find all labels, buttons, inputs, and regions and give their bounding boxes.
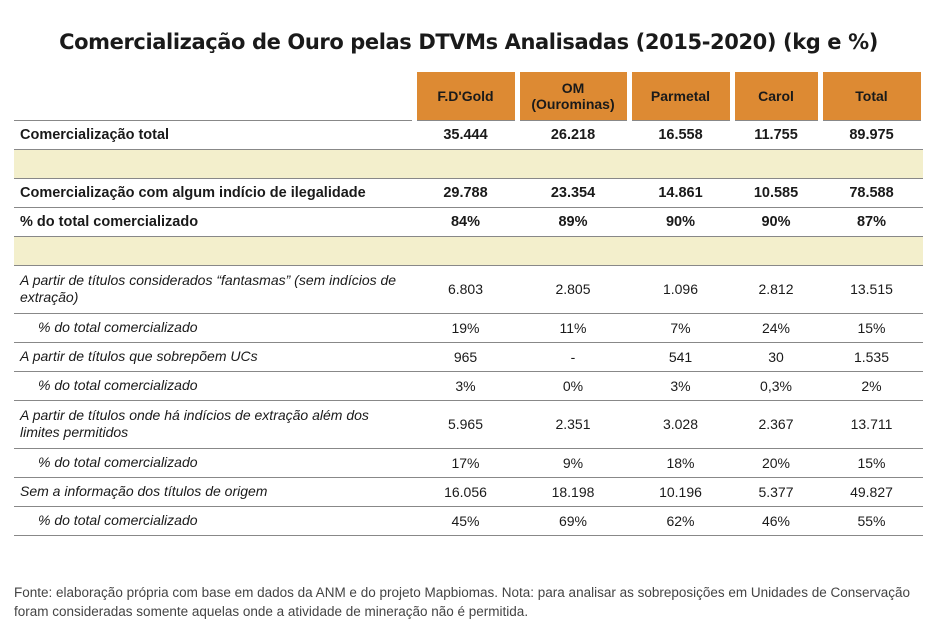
cell: 15%	[820, 313, 923, 343]
gold-trade-table: F.D'Gold OM (Ourominas) Parmetal Carol To…	[14, 72, 926, 536]
separator-row	[14, 236, 923, 266]
row-label: % do total comercializado	[14, 506, 414, 536]
cell: 3.028	[629, 400, 732, 449]
column-header-fdgold: F.D'Gold	[411, 72, 520, 121]
cell: 35.444	[414, 120, 517, 150]
cell: 2.351	[517, 400, 629, 449]
row-label: % do total comercializado	[14, 448, 414, 478]
cell: 10.196	[629, 477, 732, 507]
cell: 13.515	[820, 265, 923, 314]
cell: 11%	[517, 313, 629, 343]
header-row: F.D'Gold OM (Ourominas) Parmetal Carol To…	[14, 72, 926, 121]
table-row: % do total comercializado 19% 11% 7% 24%…	[14, 313, 923, 343]
cell: 16.558	[629, 120, 732, 150]
cell: 89%	[517, 207, 629, 237]
table-row: % do total comercializado 84% 89% 90% 90…	[14, 207, 923, 237]
table-row: Sem a informação dos títulos de origem 1…	[14, 477, 923, 507]
cell: 55%	[820, 506, 923, 536]
column-header-om: OM (Ourominas)	[514, 72, 632, 121]
cell: 0%	[517, 371, 629, 401]
cell: 3%	[414, 371, 517, 401]
cell: 0,3%	[732, 371, 820, 401]
column-header-parmetal: Parmetal	[626, 72, 735, 121]
row-label: Comercialização total	[14, 120, 414, 150]
cell: 965	[414, 342, 517, 372]
row-label: % do total comercializado	[14, 207, 414, 237]
row-label: A partir de títulos considerados “fantas…	[14, 265, 414, 314]
table-row: % do total comercializado 17% 9% 18% 20%…	[14, 448, 923, 478]
column-header-carol: Carol	[729, 72, 823, 121]
source-footnote: Fonte: elaboração própria com base em da…	[14, 585, 911, 619]
table-row: % do total comercializado 45% 69% 62% 46…	[14, 506, 923, 536]
cell: 1.096	[629, 265, 732, 314]
cell: 87%	[820, 207, 923, 237]
cell: 10.585	[732, 178, 820, 208]
cell: 78.588	[820, 178, 923, 208]
cell: -	[517, 342, 629, 372]
table-title: Comercialização de Ouro pelas DTVMs Anal…	[59, 30, 878, 54]
cell: 5.965	[414, 400, 517, 449]
row-label: Comercialização com algum indício de ile…	[14, 178, 414, 208]
cell: 2.812	[732, 265, 820, 314]
column-header-total: Total	[817, 72, 926, 121]
cell: 26.218	[517, 120, 629, 150]
cell: 3%	[629, 371, 732, 401]
separator-row	[14, 149, 923, 179]
cell: 18.198	[517, 477, 629, 507]
cell: 29.788	[414, 178, 517, 208]
table-row: Comercialização com algum indício de ile…	[14, 178, 923, 208]
cell: 9%	[517, 448, 629, 478]
cell: 24%	[732, 313, 820, 343]
cell: 2.805	[517, 265, 629, 314]
cell: 84%	[414, 207, 517, 237]
table-row: % do total comercializado 3% 0% 3% 0,3% …	[14, 371, 923, 401]
cell: 13.711	[820, 400, 923, 449]
row-label: A partir de títulos que sobrepõem UCs	[14, 342, 414, 372]
cell: 5.377	[732, 477, 820, 507]
cell: 19%	[414, 313, 517, 343]
cell: 49.827	[820, 477, 923, 507]
cell: 1.535	[820, 342, 923, 372]
cell: 15%	[820, 448, 923, 478]
cell: 30	[732, 342, 820, 372]
row-label: % do total comercializado	[14, 313, 414, 343]
cell: 16.056	[414, 477, 517, 507]
table-row: A partir de títulos onde há indícios de …	[14, 400, 923, 449]
cell: 18%	[629, 448, 732, 478]
cell: 46%	[732, 506, 820, 536]
cell: 14.861	[629, 178, 732, 208]
row-label: A partir de títulos onde há indícios de …	[14, 400, 414, 449]
cell: 89.975	[820, 120, 923, 150]
cell: 541	[629, 342, 732, 372]
row-label: Sem a informação dos títulos de origem	[14, 477, 414, 507]
table-row: A partir de títulos considerados “fantas…	[14, 265, 923, 314]
cell: 90%	[629, 207, 732, 237]
cell: 11.755	[732, 120, 820, 150]
cell: 7%	[629, 313, 732, 343]
cell: 17%	[414, 448, 517, 478]
cell: 2%	[820, 371, 923, 401]
cell: 62%	[629, 506, 732, 536]
cell: 6.803	[414, 265, 517, 314]
cell: 69%	[517, 506, 629, 536]
row-label: % do total comercializado	[14, 371, 414, 401]
header-corner	[14, 72, 414, 121]
cell: 2.367	[732, 400, 820, 449]
cell: 20%	[732, 448, 820, 478]
cell: 23.354	[517, 178, 629, 208]
cell: 45%	[414, 506, 517, 536]
table-row: Comercialização total 35.444 26.218 16.5…	[14, 120, 923, 150]
cell: 90%	[732, 207, 820, 237]
table-row: A partir de títulos que sobrepõem UCs 96…	[14, 342, 923, 372]
